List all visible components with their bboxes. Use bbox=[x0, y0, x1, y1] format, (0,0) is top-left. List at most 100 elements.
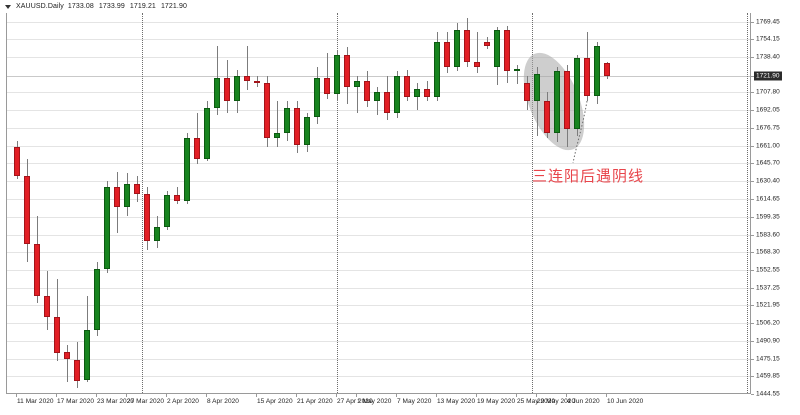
time-axis-label: 27 Apr 2020 bbox=[337, 398, 373, 405]
price-axis-label: 1645.70 bbox=[756, 159, 780, 167]
candle-body bbox=[544, 101, 550, 134]
horizontal-gridline bbox=[7, 110, 750, 112]
time-axis-tick bbox=[516, 394, 517, 397]
time-axis[interactable]: 11 Mar 2020 17 Mar 2020 23 Mar 2020 27 Mar … bbox=[6, 394, 800, 415]
candle-wick bbox=[247, 46, 248, 90]
time-axis-tick bbox=[296, 394, 297, 397]
time-axis-label: 27 Mar 2020 bbox=[127, 398, 165, 405]
price-axis-label: 1692.05 bbox=[756, 106, 780, 114]
time-axis-tick bbox=[206, 394, 207, 397]
horizontal-gridline bbox=[7, 181, 750, 182]
candle-body bbox=[554, 71, 560, 134]
time-axis-label: 2 Apr 2020 bbox=[167, 398, 199, 405]
time-axis-label: 17 Mar 2020 bbox=[57, 398, 95, 405]
time-axis-tick bbox=[536, 394, 537, 397]
candle-body bbox=[264, 82, 270, 138]
candle-body bbox=[504, 30, 510, 72]
candle-body bbox=[74, 360, 80, 381]
price-axis-label: 1552.55 bbox=[756, 266, 780, 274]
candle-body bbox=[484, 41, 490, 47]
candle-body bbox=[24, 175, 30, 245]
price-axis-tick bbox=[751, 181, 754, 182]
ohlc-low: 1719.21 bbox=[129, 3, 156, 10]
price-axis-tick bbox=[751, 270, 754, 272]
current-price-line bbox=[7, 76, 750, 78]
horizontal-gridline bbox=[7, 145, 750, 147]
price-axis-label: 1521.95 bbox=[756, 301, 780, 309]
price-axis-tick bbox=[751, 39, 754, 41]
price-axis-label: 1506.20 bbox=[756, 319, 780, 327]
price-axis-label: 1754.15 bbox=[756, 35, 780, 43]
candle-body bbox=[334, 55, 340, 95]
price-axis-label: 1661.00 bbox=[756, 142, 780, 150]
price-axis-label: 1583.60 bbox=[756, 231, 780, 239]
current-price-label: 1721.90 bbox=[754, 71, 782, 81]
candle-body bbox=[204, 108, 210, 159]
time-axis-label: 25 May 2020 bbox=[517, 398, 556, 405]
horizontal-gridline bbox=[7, 340, 750, 342]
vertical-gridline bbox=[532, 13, 533, 393]
candle-body bbox=[514, 69, 520, 72]
price-axis-tick bbox=[751, 110, 754, 112]
horizontal-gridline bbox=[7, 216, 750, 218]
candle-wick bbox=[537, 66, 538, 136]
candle-wick bbox=[67, 345, 68, 383]
horizontal-gridline bbox=[7, 234, 750, 236]
annotation-label: 三连阳后遇阴线 bbox=[532, 167, 645, 185]
price-axis-tick bbox=[751, 323, 754, 325]
price-axis-label: 1490.90 bbox=[756, 337, 780, 345]
candle-body bbox=[234, 76, 240, 102]
candle-body bbox=[84, 330, 90, 380]
time-axis-label: 23 Mar 2020 bbox=[97, 398, 135, 405]
candle-body bbox=[424, 88, 430, 97]
candle-body bbox=[524, 82, 530, 102]
price-axis-label: 1475.15 bbox=[756, 355, 780, 363]
price-axis-label: 1769.45 bbox=[756, 18, 780, 26]
price-axis-tick bbox=[751, 234, 754, 236]
candle-body bbox=[54, 316, 60, 354]
chart-plot-area[interactable]: 三连阳后遇阴线 bbox=[6, 13, 750, 394]
candle-body bbox=[144, 194, 150, 242]
candle-body bbox=[384, 92, 390, 113]
vertical-gridline bbox=[337, 13, 338, 393]
candle-body bbox=[194, 137, 200, 159]
horizontal-gridline bbox=[7, 323, 750, 325]
horizontal-gridline bbox=[7, 127, 750, 129]
horizontal-gridline bbox=[7, 252, 750, 254]
price-axis-tick bbox=[751, 57, 754, 59]
price-axis-tick bbox=[751, 340, 754, 342]
candle-body bbox=[574, 57, 580, 129]
horizontal-gridline bbox=[7, 305, 750, 307]
candle-body bbox=[364, 80, 370, 102]
time-axis-tick bbox=[476, 394, 477, 397]
horizontal-gridline bbox=[7, 163, 750, 165]
candle-body bbox=[294, 108, 300, 145]
price-axis-label: 1568.30 bbox=[756, 248, 780, 256]
price-axis-label: 1444.55 bbox=[756, 390, 780, 398]
time-axis-label: 15 Apr 2020 bbox=[257, 398, 293, 405]
time-axis-label: 29 May 2020 bbox=[537, 398, 576, 405]
time-axis-tick bbox=[336, 394, 337, 397]
triangle-down-icon[interactable] bbox=[5, 4, 11, 9]
candle-wick bbox=[377, 87, 378, 115]
price-axis-tick bbox=[751, 92, 754, 94]
time-axis-tick bbox=[566, 394, 567, 397]
time-axis-tick bbox=[16, 394, 17, 397]
price-axis[interactable]: 1769.45 1754.15 1738.40 1721.90 1707.80 1692.… bbox=[750, 13, 800, 398]
price-axis-tick bbox=[751, 252, 754, 254]
price-axis-tick bbox=[751, 21, 754, 23]
candle-body bbox=[344, 55, 350, 88]
price-axis-tick bbox=[751, 76, 754, 78]
candle-body bbox=[154, 227, 160, 242]
candle-body bbox=[354, 80, 360, 88]
time-axis-label: 7 May 2020 bbox=[397, 398, 432, 405]
price-axis-label: 1676.75 bbox=[756, 124, 780, 132]
price-axis-tick bbox=[751, 145, 754, 147]
price-axis-label: 1630.40 bbox=[756, 177, 780, 185]
price-axis-label: 1459.85 bbox=[756, 372, 780, 380]
horizontal-gridline bbox=[7, 358, 750, 360]
candle-wick bbox=[327, 53, 328, 99]
time-axis-tick bbox=[396, 394, 397, 397]
horizontal-gridline bbox=[7, 39, 750, 41]
